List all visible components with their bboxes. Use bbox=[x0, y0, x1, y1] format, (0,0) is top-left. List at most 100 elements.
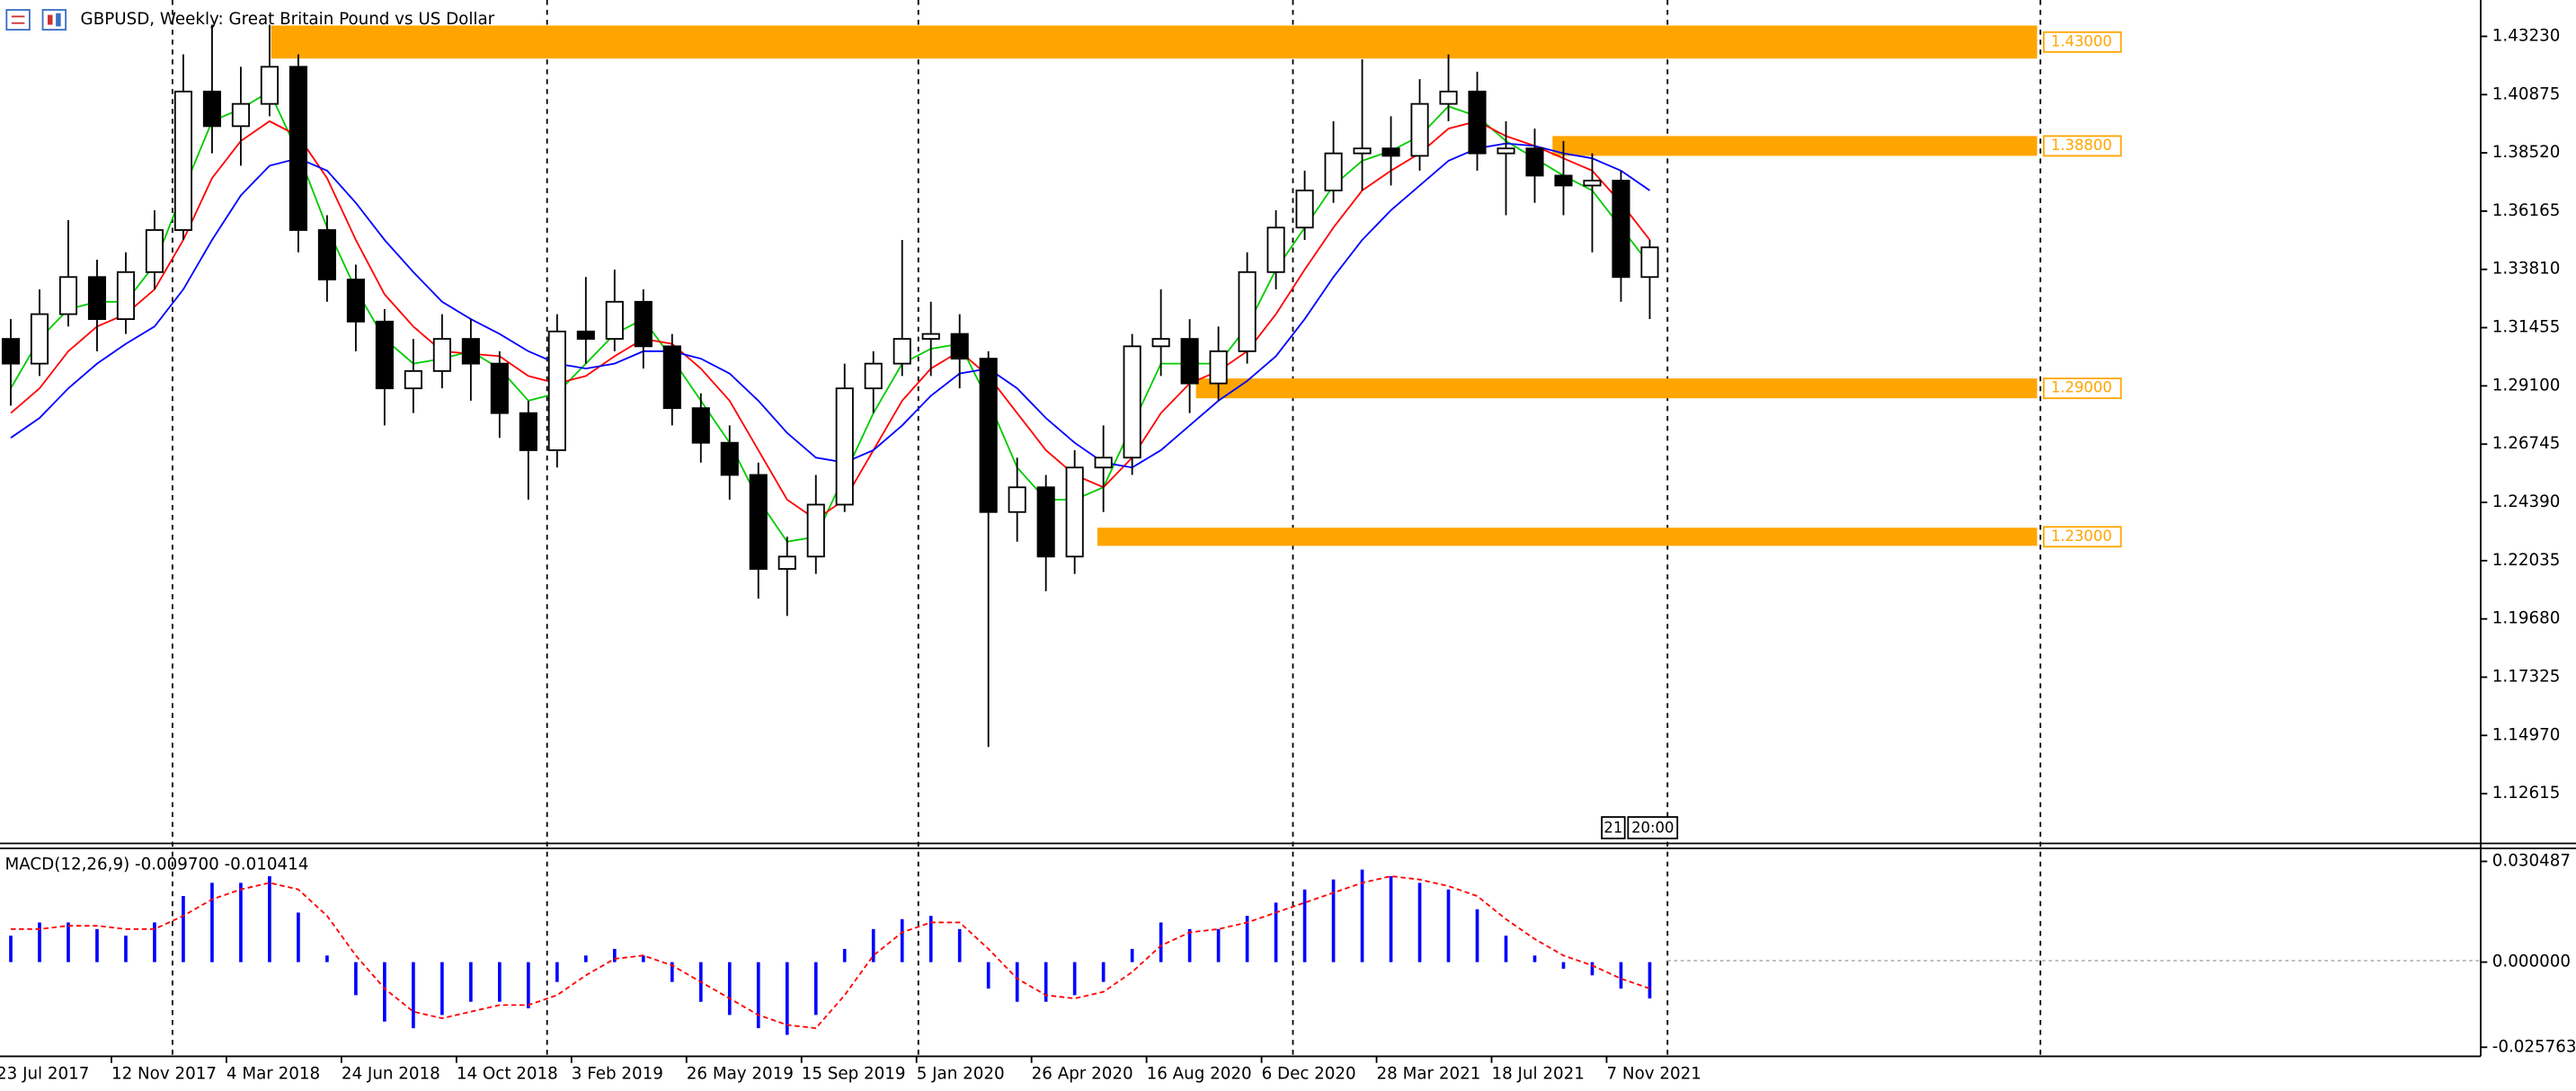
candle-body bbox=[1640, 246, 1659, 279]
candle-body bbox=[634, 300, 653, 348]
y-tick-label: 1.38520 bbox=[2492, 143, 2561, 162]
candle-body bbox=[576, 330, 595, 341]
y-tick-label: -0.025763 bbox=[2492, 1037, 2576, 1056]
candle-body bbox=[1324, 152, 1343, 191]
time-box bbox=[1601, 816, 1626, 839]
x-tick-label: 5 Jan 2020 bbox=[917, 1065, 1005, 1084]
candle-body bbox=[1497, 147, 1515, 155]
candle-body bbox=[202, 90, 221, 128]
level-band bbox=[271, 25, 2038, 59]
level-band bbox=[1195, 378, 2038, 399]
candle-body bbox=[806, 503, 825, 558]
level-label: 1.43000 bbox=[2051, 32, 2112, 49]
candle-body bbox=[605, 300, 624, 341]
icon bbox=[56, 13, 61, 27]
y-tick-label: 1.17325 bbox=[2492, 667, 2561, 686]
plot: 1.43000 1.38800 1.29000 1.23000 bbox=[1, 24, 2122, 1035]
candle-body bbox=[979, 358, 998, 513]
moving-average bbox=[10, 142, 1650, 469]
candle-body bbox=[1583, 180, 1602, 187]
candle-body bbox=[950, 333, 969, 360]
icon bbox=[48, 14, 53, 25]
candle-body bbox=[260, 66, 279, 105]
time-box bbox=[1627, 816, 1679, 839]
candle-body bbox=[1, 338, 21, 365]
moving-average bbox=[10, 120, 1651, 521]
candle-body bbox=[173, 90, 192, 231]
y-tick-label: 1.26745 bbox=[2492, 434, 2561, 453]
x-tick-label: 15 Sep 2019 bbox=[802, 1065, 906, 1084]
candle-body bbox=[1353, 147, 1372, 155]
level-label: 1.29000 bbox=[2051, 379, 2112, 396]
candle-body bbox=[1180, 338, 1199, 385]
x-tick-label: 26 May 2019 bbox=[687, 1065, 794, 1084]
candle-body bbox=[1094, 457, 1113, 469]
candle-body bbox=[432, 338, 451, 372]
candle-body bbox=[87, 276, 107, 320]
candle-body bbox=[346, 279, 365, 323]
candle-body bbox=[864, 362, 883, 390]
candle-body bbox=[519, 412, 537, 451]
x-tick-label: 26 Apr 2020 bbox=[1032, 1065, 1133, 1084]
y-tick-label: 1.22035 bbox=[2492, 551, 2561, 570]
candle-body bbox=[116, 271, 136, 320]
x-tick-label: 6 Dec 2020 bbox=[1262, 1065, 1356, 1084]
candle-body bbox=[30, 313, 49, 365]
y-tick-label: 1.14970 bbox=[2492, 725, 2561, 744]
x-tick-label: 16 Aug 2020 bbox=[1147, 1065, 1252, 1084]
x-tick-label: 4 Mar 2018 bbox=[227, 1065, 320, 1084]
y-tick-label: 1.12615 bbox=[2492, 784, 2561, 803]
macd-signal bbox=[10, 875, 1650, 1030]
candle-body bbox=[231, 102, 250, 128]
level-label-box bbox=[2042, 135, 2122, 157]
chart-title: GBPUSD, Weekly: Great Britain Pound vs U… bbox=[81, 10, 495, 29]
candle-body bbox=[662, 345, 681, 410]
y-tick-label: 1.40875 bbox=[2492, 84, 2561, 103]
y-tick-label: 0.030487 bbox=[2492, 851, 2571, 870]
y-tick-label: 1.33810 bbox=[2492, 260, 2561, 279]
candle-body bbox=[1065, 466, 1084, 558]
y-tick-label: 1.31455 bbox=[2492, 318, 2561, 337]
candle-body bbox=[749, 474, 768, 570]
time-label: 21 bbox=[1603, 819, 1622, 836]
level-label-box bbox=[2042, 31, 2122, 53]
candle-body bbox=[777, 555, 796, 570]
title-icons bbox=[5, 9, 67, 31]
candle-body bbox=[461, 338, 480, 365]
candle-body bbox=[1295, 190, 1314, 229]
level-label-box bbox=[2042, 377, 2122, 400]
candle-body bbox=[1612, 180, 1630, 279]
level-label: 1.38800 bbox=[2051, 137, 2112, 154]
x-tick-label: 23 Jul 2017 bbox=[0, 1065, 89, 1084]
level-band bbox=[1552, 136, 2038, 156]
candle-body bbox=[317, 229, 336, 280]
candle-body bbox=[1266, 226, 1285, 273]
candle-body bbox=[1151, 338, 1170, 348]
candle-body bbox=[835, 387, 854, 506]
y-tick-label: 0.000000 bbox=[2492, 953, 2571, 971]
indicator-title: MACD(12,26,9) -0.009700 -0.010414 bbox=[4, 855, 308, 874]
level-band bbox=[1097, 528, 2038, 546]
candle-body bbox=[1554, 174, 1573, 187]
x-tick-label: 12 Nov 2017 bbox=[111, 1065, 217, 1084]
level-label: 1.23000 bbox=[2051, 528, 2112, 545]
candle-body bbox=[1209, 350, 1228, 385]
candle-body bbox=[1238, 271, 1257, 352]
candle-body bbox=[490, 362, 509, 414]
candle-body bbox=[58, 276, 78, 315]
candle-body bbox=[691, 407, 710, 444]
time-label: 20:00 bbox=[1631, 819, 1674, 836]
y-tick-label: 1.24390 bbox=[2492, 492, 2561, 511]
candle-body bbox=[1123, 345, 1141, 459]
y-tick-label: 1.19680 bbox=[2492, 609, 2561, 628]
candle-body bbox=[1439, 90, 1458, 105]
candle-body bbox=[375, 320, 394, 390]
moving-average bbox=[10, 90, 1651, 543]
candle-body bbox=[1525, 147, 1544, 177]
candle-body bbox=[720, 441, 739, 476]
x-tick-label: 24 Jun 2018 bbox=[342, 1065, 440, 1084]
candle-body bbox=[547, 330, 566, 451]
candle-body bbox=[893, 338, 911, 365]
x-tick-label: 18 Jul 2021 bbox=[1492, 1065, 1585, 1084]
